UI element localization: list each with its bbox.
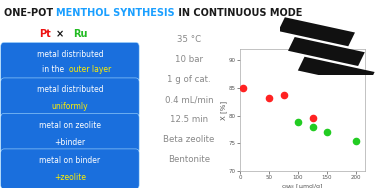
Text: Bentonite: Bentonite	[168, 155, 210, 164]
Text: ×: ×	[56, 29, 64, 39]
Text: +zeolite: +zeolite	[54, 174, 86, 182]
Point	[295, 121, 301, 124]
Point	[266, 96, 272, 99]
FancyBboxPatch shape	[1, 42, 139, 83]
Point	[324, 131, 330, 134]
FancyBboxPatch shape	[1, 78, 139, 118]
X-axis label: c$_{NAS}$ [μmol/g]: c$_{NAS}$ [μmol/g]	[281, 182, 324, 188]
Text: in the: in the	[42, 65, 67, 74]
Text: 12.5 min: 12.5 min	[170, 115, 208, 124]
Text: Ru: Ru	[73, 29, 87, 39]
Point	[280, 93, 287, 96]
Text: +binder: +binder	[54, 138, 85, 147]
FancyBboxPatch shape	[1, 149, 139, 188]
Text: uniformly: uniformly	[52, 102, 88, 111]
Text: 1 g of cat.: 1 g of cat.	[167, 75, 211, 84]
Text: metal on zeolite: metal on zeolite	[39, 121, 101, 130]
Text: Beta zeolite: Beta zeolite	[163, 135, 215, 144]
Text: metal distributed: metal distributed	[37, 85, 103, 94]
Y-axis label: X [%]: X [%]	[221, 100, 228, 120]
Point	[310, 125, 316, 128]
Text: metal distributed: metal distributed	[37, 50, 103, 59]
Text: 35 °C: 35 °C	[177, 35, 201, 44]
Polygon shape	[288, 37, 365, 66]
Text: 10 bar: 10 bar	[175, 55, 203, 64]
FancyBboxPatch shape	[1, 113, 139, 153]
Polygon shape	[298, 57, 375, 86]
Text: 0.4 mL/min: 0.4 mL/min	[165, 95, 213, 104]
Text: Pt: Pt	[39, 29, 51, 39]
Text: metal on binder: metal on binder	[39, 156, 101, 165]
Point	[353, 139, 359, 142]
Polygon shape	[278, 17, 355, 46]
Text: ONE-POT: ONE-POT	[4, 8, 56, 18]
Text: MENTHOL SYNTHESIS: MENTHOL SYNTHESIS	[56, 8, 175, 18]
Text: IN CONTINUOUS MODE: IN CONTINUOUS MODE	[175, 8, 302, 18]
Text: outer layer: outer layer	[68, 65, 111, 74]
Point	[240, 86, 246, 89]
Point	[310, 117, 316, 120]
